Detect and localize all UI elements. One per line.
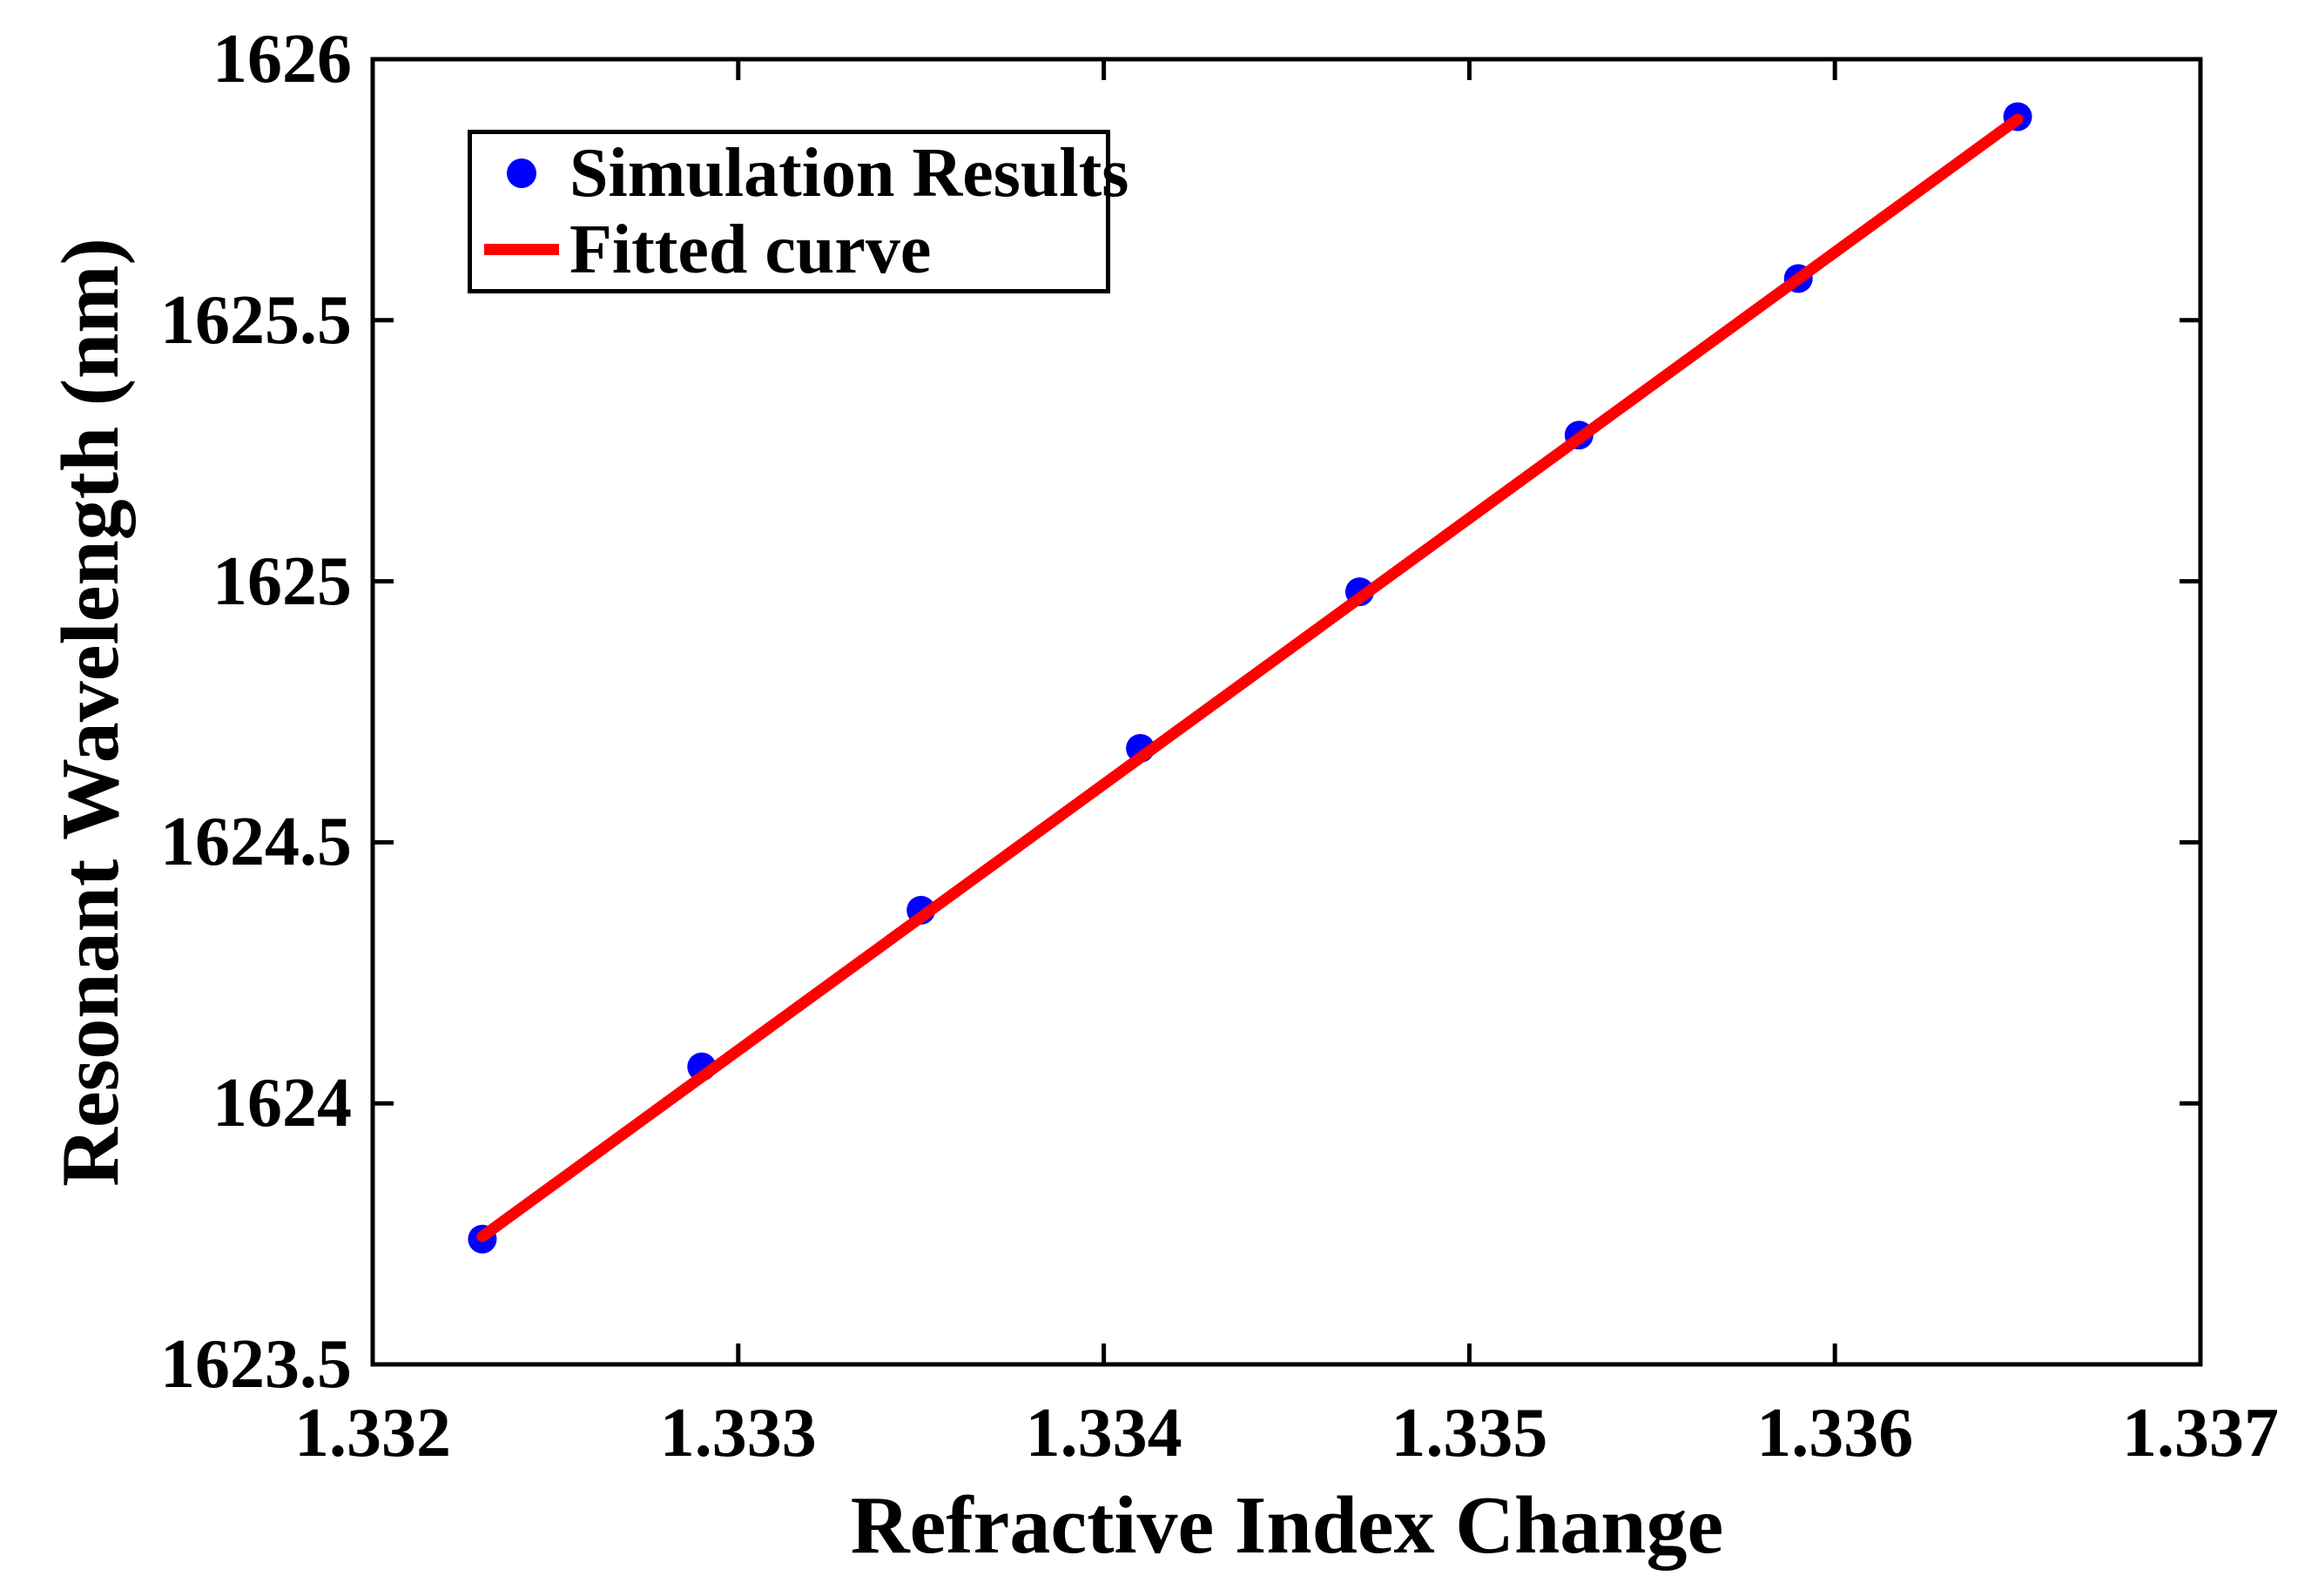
fitted-line — [476, 113, 2024, 1242]
x-tick-label: 1.332 — [294, 1395, 451, 1471]
legend-row-simulation: Simulation Results — [481, 137, 1129, 210]
legend-label-fit: Fitted curve — [569, 211, 932, 288]
x-axis-label: Refractive Index Change — [850, 1480, 1724, 1571]
line-marker-icon — [484, 244, 559, 256]
legend-marker-box — [481, 158, 563, 189]
x-tick-label: 1.333 — [659, 1395, 817, 1471]
legend-row-fit: Fitted curve — [481, 213, 1106, 286]
scatter-marker-icon — [507, 158, 536, 189]
x-tick-label: 1.335 — [1391, 1395, 1548, 1471]
y-tick-label: 1625 — [212, 542, 352, 620]
legend-label-simulation: Simulation Results — [569, 135, 1129, 212]
y-tick-label: 1624 — [212, 1065, 352, 1142]
legend-marker-box — [481, 244, 563, 256]
x-tick-label: 1.337 — [2122, 1395, 2279, 1471]
axes-frame — [370, 57, 2203, 1367]
y-tick-label: 1625.5 — [160, 281, 352, 359]
x-tick-label: 1.334 — [1025, 1395, 1183, 1471]
legend: Simulation Results Fitted curve — [468, 130, 1129, 293]
x-tick-label: 1.336 — [1756, 1395, 1914, 1471]
y-axis-label: Resonant Wavelength (nm) — [45, 238, 136, 1187]
y-tick-label: 1623.5 — [160, 1326, 352, 1403]
y-tick-label: 1624.5 — [160, 804, 352, 881]
y-tick-label: 1626 — [212, 21, 352, 98]
